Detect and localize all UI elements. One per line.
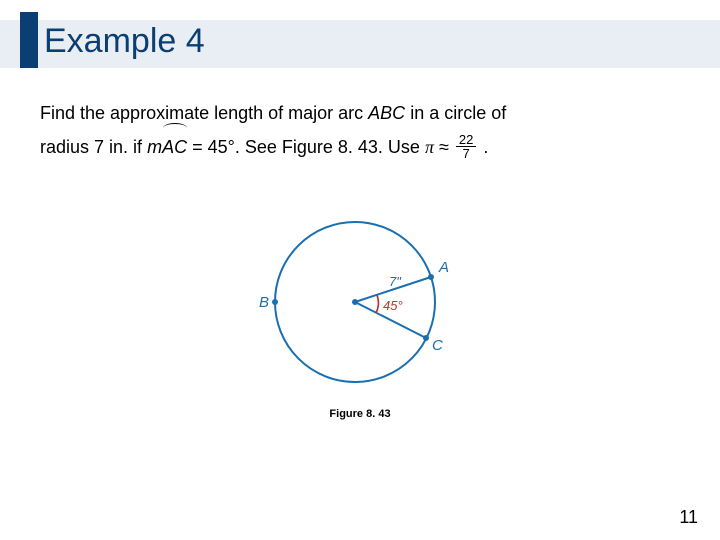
text-segment: = 45 — [187, 137, 228, 157]
point-a-dot — [428, 274, 434, 280]
label-a: A — [438, 259, 449, 276]
circle-diagram-svg: 7" 45° A B C — [245, 210, 475, 400]
fraction: 227 — [456, 133, 476, 160]
text-segment: radius 7 in. if — [40, 137, 147, 157]
text-segment: . — [478, 137, 488, 157]
point-c-dot — [423, 335, 429, 341]
arc-letters: AC — [162, 137, 187, 157]
degree-symbol: ° — [228, 137, 235, 157]
arc-frown-icon — [163, 123, 187, 133]
arc-measure-notation: mAC — [147, 130, 187, 164]
pi-symbol: π — [425, 137, 434, 157]
text-segment: Find the approximate length of major arc — [40, 103, 368, 123]
fraction-denominator: 7 — [456, 147, 476, 160]
problem-text: Find the approximate length of major arc… — [40, 96, 680, 164]
label-c: C — [432, 337, 443, 354]
figure-caption: Figure 8. 43 — [329, 408, 390, 420]
fraction-numerator: 22 — [456, 133, 476, 147]
example-title: Example 4 — [44, 22, 205, 61]
figure-diagram: 7" 45° A B C — [245, 210, 475, 405]
center-dot — [352, 299, 358, 305]
text-segment: . See Figure 8. 43. Use — [235, 137, 425, 157]
header-accent — [20, 12, 38, 68]
page-number: 11 — [679, 507, 698, 528]
approx-symbol: ≈ — [434, 137, 454, 157]
angle-label: 45° — [383, 298, 403, 313]
label-b: B — [259, 294, 269, 311]
angle-arc — [376, 295, 378, 313]
radius-label: 7" — [389, 274, 402, 289]
point-b-dot — [272, 299, 278, 305]
text-segment: in a circle of — [405, 103, 506, 123]
arc-name: ABC — [368, 103, 405, 123]
m-prefix: m — [147, 137, 162, 157]
